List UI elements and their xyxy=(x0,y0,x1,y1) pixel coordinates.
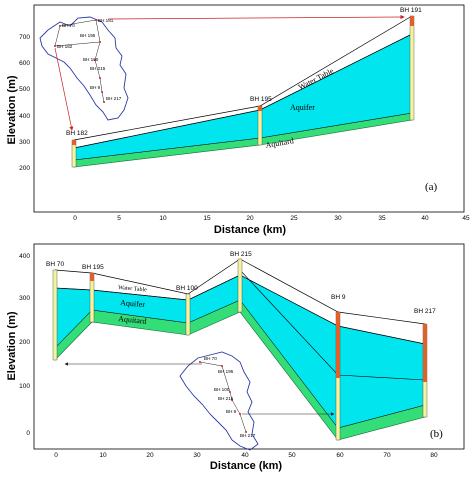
map-label: BH 195 xyxy=(80,33,96,38)
borehole-label: BH 182 xyxy=(66,130,88,137)
x-tick: 40 xyxy=(421,215,429,222)
borehole-label: BH 9 xyxy=(331,294,346,301)
y-tick: 500 xyxy=(19,86,30,93)
panel-a-x-axis: 0 5 10 15 20 25 30 35 40 45 Distance (km… xyxy=(73,215,470,236)
panel-a-y-axis: 200 300 400 500 600 700 Elevation (m) xyxy=(6,34,30,172)
x-tick: 80 xyxy=(430,452,438,459)
x-tick: 35 xyxy=(378,215,386,222)
water-table-label: Water Table xyxy=(118,285,148,294)
borehole-label: BH 195 xyxy=(82,264,104,271)
map-label: BH 182 xyxy=(57,44,73,49)
map-label: BH 181 xyxy=(98,18,114,23)
panel-a-ylabel: Elevation (m) xyxy=(6,75,18,144)
panel-a-tag: (a) xyxy=(425,181,438,193)
x-tick: 10 xyxy=(99,452,107,459)
x-tick: 40 xyxy=(241,452,249,459)
well-bh182 xyxy=(71,139,77,168)
well-bh70 xyxy=(52,269,58,361)
panel-b-x-axis: 0 10 20 30 40 50 60 70 80 Distance (km) xyxy=(54,452,438,472)
x-tick: 20 xyxy=(146,452,154,459)
map-label: BH 217 xyxy=(240,433,256,438)
x-tick: 10 xyxy=(159,215,167,222)
water-table-line xyxy=(54,274,426,345)
well-bh215 xyxy=(237,258,243,313)
x-tick: 0 xyxy=(73,215,77,222)
x-tick: 20 xyxy=(246,215,254,222)
borehole-label: BH 191 xyxy=(400,7,422,14)
map-to-bh191-arrow xyxy=(107,14,405,20)
y-tick: 600 xyxy=(19,60,30,67)
x-tick: 60 xyxy=(336,452,344,459)
borehole-label: BH 215 xyxy=(230,251,252,258)
x-tick: 50 xyxy=(288,452,296,459)
y-tick: 300 xyxy=(19,295,30,302)
x-tick: 30 xyxy=(193,452,201,459)
borehole-label: BH 70 xyxy=(46,261,64,268)
well-bh9 xyxy=(335,311,341,441)
map-label: BH 9 xyxy=(226,409,237,414)
aquitard-label: Aquitard xyxy=(118,314,147,326)
map-label: BH 70 xyxy=(62,23,75,28)
y-tick: 0 xyxy=(26,430,30,437)
panel-b-ylabel: Elevation (m) xyxy=(6,311,18,380)
panel-a-xlabel: Distance (km) xyxy=(214,224,286,236)
x-tick: 45 xyxy=(462,215,470,222)
y-tick: 200 xyxy=(19,339,30,346)
x-tick: 5 xyxy=(117,215,121,222)
aquifer-label: Aquifer xyxy=(290,103,315,112)
y-tick: 400 xyxy=(19,113,30,120)
panel-b: 0 100 200 300 400 Elevation (m) 0 10 20 … xyxy=(6,243,465,472)
panel-b-y-axis: 0 100 200 300 400 Elevation (m) xyxy=(6,253,30,437)
panel-a: 200 300 400 500 600 700 Elevation (m) 0 … xyxy=(6,4,470,236)
map-label: BH 195 xyxy=(218,369,234,374)
x-tick: 15 xyxy=(203,215,211,222)
borehole-label: BH 100 xyxy=(176,285,198,292)
well-bh217 xyxy=(422,323,428,418)
x-tick: 25 xyxy=(290,215,298,222)
panel-b-tag: (b) xyxy=(430,428,443,440)
map-label: BH 100 xyxy=(83,57,99,62)
y-tick: 100 xyxy=(19,383,30,390)
x-tick: 70 xyxy=(383,452,391,459)
well-bh195 xyxy=(257,105,263,146)
map-label: BH 217 xyxy=(106,96,122,101)
panel-b-inset-map: BH 70 BH 195 BH 100 BH 215 BH 9 BH 217 xyxy=(179,351,259,451)
aquifer-label: Aquifer xyxy=(120,298,146,309)
borehole-label: BH 217 xyxy=(414,308,436,315)
well-bh100 xyxy=(185,293,191,336)
ground-surface-line xyxy=(54,258,426,325)
map-to-bh182-arrow xyxy=(54,47,74,131)
y-tick: 400 xyxy=(19,253,30,260)
panel-b-xlabel: Distance (km) xyxy=(210,460,282,472)
y-tick: 300 xyxy=(19,139,30,146)
map-label: BH 215 xyxy=(90,66,106,71)
x-tick: 30 xyxy=(334,215,342,222)
map-label: BH 215 xyxy=(218,396,234,401)
borehole-label: BH 195 xyxy=(250,96,272,103)
map-label: BH 9 xyxy=(90,85,101,90)
catchment-outline xyxy=(179,351,259,451)
map-label: BH 100 xyxy=(214,387,230,392)
well-bh195 xyxy=(89,272,95,323)
y-tick: 700 xyxy=(19,34,30,41)
catchment-outline xyxy=(39,16,129,121)
map-label: BH 70 xyxy=(204,356,217,361)
well-bh191 xyxy=(409,15,415,121)
x-tick: 0 xyxy=(54,452,58,459)
panel-a-inset-map: BH 70 BH 181 BH 182 BH 195 BH 100 BH 215… xyxy=(39,16,129,121)
y-tick: 200 xyxy=(19,165,30,172)
